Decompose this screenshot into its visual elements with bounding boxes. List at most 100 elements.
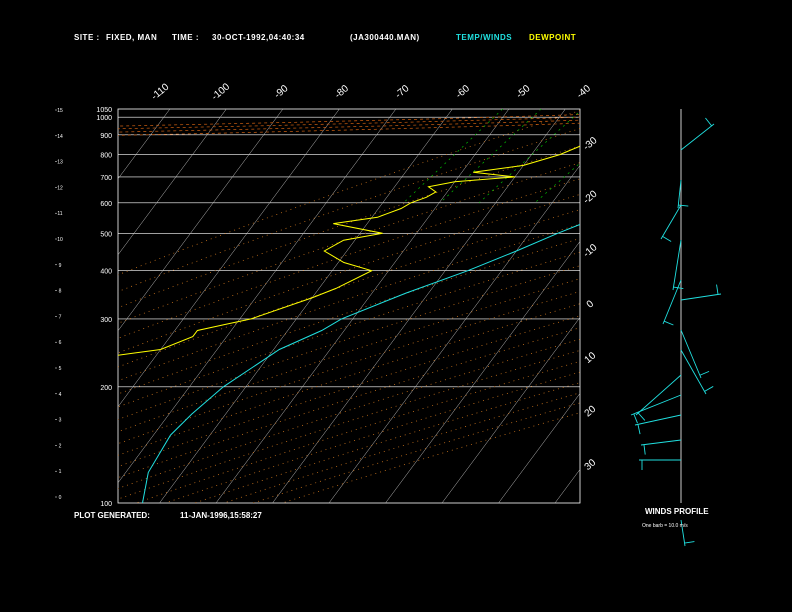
wind-barb <box>672 239 682 291</box>
pressure-tick-label: 800 <box>100 153 112 160</box>
dry-adiabat <box>118 303 580 456</box>
pressure-tick-label: 1050 <box>96 107 112 114</box>
height-tick-label: 6 <box>59 340 62 346</box>
height-tick-label: 15 <box>57 108 63 114</box>
dry-adiabat <box>223 392 580 503</box>
right-temp-label: 30 <box>583 457 599 473</box>
time-value: 30-OCT-1992,04:40:34 <box>212 33 305 42</box>
wind-barb-flag <box>699 370 710 376</box>
dry-adiabat <box>118 327 580 479</box>
dry-adiabat <box>118 265 580 420</box>
pressure-tick-label: 600 <box>100 201 112 208</box>
height-tick-label: 7 <box>59 314 62 320</box>
winds-profile-title: WINDS PROFILE <box>645 507 709 516</box>
winds-profile-note: One barb = 10.0 m/s <box>642 523 688 529</box>
isotherm-line <box>612 109 792 503</box>
wind-barb-flag <box>637 424 641 435</box>
wind-barb <box>680 123 715 151</box>
moist-adiabat <box>118 116 580 130</box>
wind-barb-flag <box>663 320 674 326</box>
dry-adiabat <box>282 412 580 503</box>
isotherm-line <box>385 240 580 503</box>
right-temp-label: 20 <box>583 404 599 420</box>
height-tick-label: 1 <box>59 469 62 475</box>
dry-adiabat <box>118 251 580 408</box>
wind-barb-flag <box>643 444 646 455</box>
top-temp-label: -60 <box>454 83 472 101</box>
wind-barb <box>680 519 686 547</box>
mixing-ratio-line <box>700 109 792 203</box>
top-temp-label: -50 <box>514 83 532 101</box>
plot-generated-label: PLOT GENERATED: <box>74 511 150 520</box>
height-tick-label: 12 <box>57 185 63 191</box>
isotherm-line <box>441 316 580 503</box>
pressure-tick-label: 300 <box>100 317 112 324</box>
wind-barb-flag <box>637 412 646 421</box>
right-temp-label: 10 <box>583 350 599 366</box>
top-temp-label: -110 <box>149 81 171 102</box>
right-temp-label: 0 <box>585 298 597 310</box>
right-temp-label: -10 <box>581 242 599 260</box>
mixing-ratio-line <box>758 109 792 203</box>
top-temp-label: -70 <box>393 83 411 101</box>
dry-adiabat <box>118 338 580 489</box>
wind-barb <box>662 279 682 325</box>
top-temp-label: -100 <box>210 81 233 103</box>
isotherm-line <box>118 109 340 408</box>
wind-barb <box>635 374 682 416</box>
isotherm-line <box>781 109 792 503</box>
dry-adiabat <box>165 371 580 503</box>
site-value: FIXED, MAN <box>106 33 158 42</box>
dry-adiabat <box>194 382 580 503</box>
pressure-tick-label: 500 <box>100 231 112 238</box>
dry-adiabat <box>118 110 580 276</box>
file-name: (JA300440.MAN) <box>350 33 420 42</box>
dry-adiabat <box>118 128 580 292</box>
top-temp-label: -90 <box>272 83 290 101</box>
wind-barb-flag <box>684 541 695 544</box>
moist-adiabat <box>118 122 580 136</box>
height-tick-label: 3 <box>59 418 62 424</box>
legend-temp: TEMP/WINDS <box>456 33 513 42</box>
top-temp-label: -80 <box>333 83 351 101</box>
wind-barb-flag <box>678 204 689 207</box>
mixing-ratio-line <box>534 162 580 204</box>
height-tick-label: 9 <box>59 263 62 269</box>
dry-adiabat <box>118 223 580 382</box>
pressure-tick-label: 700 <box>100 175 112 182</box>
mixing-ratio-line <box>581 109 690 203</box>
moist-adiabat <box>118 114 580 127</box>
dry-adiabat <box>118 162 580 324</box>
height-tick-label: 11 <box>57 211 62 217</box>
height-tick-label: 0 <box>59 495 62 501</box>
wind-barb-flag <box>705 117 712 127</box>
dry-adiabat <box>118 291 580 445</box>
wind-barb-flag <box>673 286 684 290</box>
isotherm-line <box>498 392 580 503</box>
height-tick-label: 2 <box>59 443 62 449</box>
wind-barb-flag <box>716 284 719 295</box>
height-tick-label: 5 <box>59 366 62 372</box>
mixing-ratio-line <box>403 109 503 204</box>
time-label: TIME : <box>172 33 199 42</box>
isotherm-line <box>118 109 227 256</box>
isotherm-line <box>118 109 397 484</box>
pressure-tick-label: 400 <box>100 269 112 276</box>
dry-adiabat <box>118 209 580 368</box>
dry-adiabat <box>118 278 580 433</box>
plot-frame <box>117 108 581 504</box>
dry-adiabat <box>118 315 580 467</box>
plot-generated-value: 11-JAN-1996,15:58:27 <box>180 511 262 520</box>
height-tick-label: 13 <box>57 160 63 166</box>
pressure-tick-label: 100 <box>100 501 112 508</box>
wind-barb <box>634 414 682 426</box>
isotherm-line <box>118 109 284 332</box>
mixing-ratio-line <box>439 109 542 204</box>
isotherm-line <box>118 109 171 180</box>
temperature-line <box>142 223 580 503</box>
dry-adiabat <box>118 238 580 395</box>
wind-barb <box>660 204 682 240</box>
right-temp-label: -20 <box>581 188 599 206</box>
dewpoint-line <box>118 145 580 356</box>
site-label: SITE : <box>74 33 100 42</box>
